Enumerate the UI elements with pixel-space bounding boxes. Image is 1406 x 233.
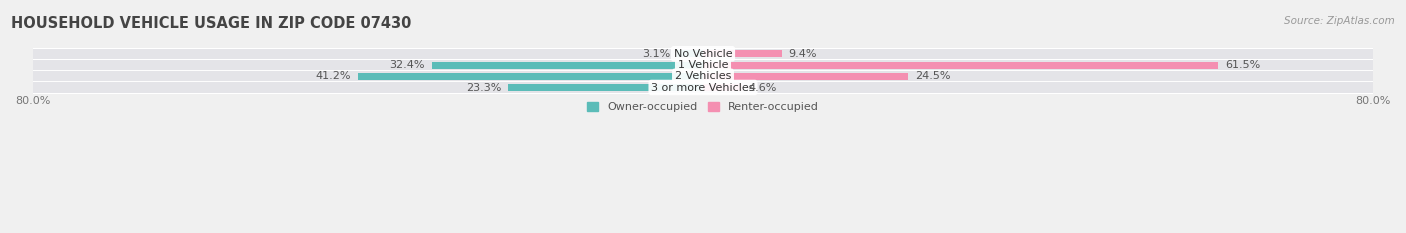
Bar: [432, 62, 703, 69]
Text: 2 Vehicles: 2 Vehicles: [675, 71, 731, 81]
Text: 24.5%: 24.5%: [915, 71, 950, 81]
Text: HOUSEHOLD VEHICLE USAGE IN ZIP CODE 07430: HOUSEHOLD VEHICLE USAGE IN ZIP CODE 0743…: [11, 16, 412, 31]
Text: 23.3%: 23.3%: [465, 82, 501, 93]
Bar: [32, 60, 1374, 70]
Legend: Owner-occupied, Renter-occupied: Owner-occupied, Renter-occupied: [582, 98, 824, 117]
Text: Source: ZipAtlas.com: Source: ZipAtlas.com: [1284, 16, 1395, 26]
Bar: [703, 84, 741, 91]
Text: 3 or more Vehicles: 3 or more Vehicles: [651, 82, 755, 93]
Text: 41.2%: 41.2%: [315, 71, 352, 81]
Text: 32.4%: 32.4%: [389, 60, 425, 70]
Text: 4.6%: 4.6%: [748, 82, 776, 93]
Bar: [678, 50, 703, 57]
Bar: [508, 84, 703, 91]
Bar: [703, 50, 782, 57]
Text: 1 Vehicle: 1 Vehicle: [678, 60, 728, 70]
Text: No Vehicle: No Vehicle: [673, 49, 733, 59]
Bar: [32, 71, 1374, 81]
Bar: [32, 49, 1374, 59]
Text: 9.4%: 9.4%: [789, 49, 817, 59]
Text: 61.5%: 61.5%: [1225, 60, 1260, 70]
Text: 3.1%: 3.1%: [643, 49, 671, 59]
Bar: [32, 82, 1374, 93]
Bar: [703, 62, 1219, 69]
Bar: [703, 73, 908, 80]
Bar: [357, 73, 703, 80]
